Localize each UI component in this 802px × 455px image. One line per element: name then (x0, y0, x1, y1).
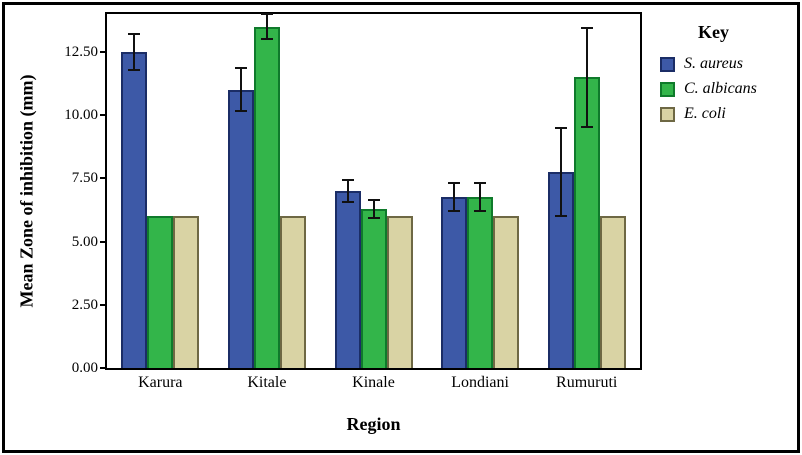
error-bar-cap (580, 125, 593, 128)
x-category-label: Rumuruti (556, 374, 618, 391)
legend: Key S. aureus C. albicans E. coli (660, 22, 798, 130)
y-tick-label: 12.50 (64, 43, 98, 60)
error-bar (239, 68, 242, 112)
legend-swatch (660, 56, 675, 72)
legend-swatch (660, 106, 675, 122)
y-tick-mark (100, 303, 107, 306)
bar (147, 216, 174, 368)
y-tick-mark (100, 114, 107, 117)
y-tick-label: 2.50 (71, 296, 98, 313)
error-bar-cap (341, 178, 354, 181)
legend-item-label: E. coli (684, 105, 726, 122)
y-tick-mark (100, 367, 107, 369)
error-bar-cap (367, 216, 380, 219)
legend-item: S. aureus (660, 55, 798, 73)
y-tick-label: 7.50 (71, 170, 98, 187)
bar (360, 208, 387, 368)
bar (467, 197, 494, 368)
error-bar (585, 27, 588, 127)
error-bar (346, 179, 349, 203)
legend-item-label: S. aureus (684, 55, 743, 72)
error-bar (559, 127, 562, 217)
x-axis-title: Region (346, 414, 401, 434)
bar (599, 216, 626, 368)
error-bar-cap (580, 26, 593, 29)
y-tick-label: 5.00 (71, 233, 98, 250)
legend-title: Key (698, 22, 729, 42)
bar (334, 191, 361, 368)
error-bar-cap (260, 13, 273, 15)
error-bar-cap (367, 198, 380, 201)
legend-item: C. albicans (660, 80, 798, 98)
bar (121, 51, 148, 368)
y-tick-label: 10.00 (64, 107, 98, 124)
error-bar-cap (128, 68, 141, 71)
x-category-label: Kitale (247, 374, 287, 391)
y-tick-mark (100, 50, 107, 53)
bar (386, 216, 413, 368)
error-bar (265, 14, 268, 40)
error-bar-cap (128, 33, 141, 36)
error-bar-cap (341, 201, 354, 204)
error-bar-cap (554, 126, 567, 129)
error-bar (133, 34, 136, 70)
legend-item-label: C. albicans (684, 80, 757, 97)
error-bar (372, 199, 375, 218)
error-bar-cap (234, 110, 247, 113)
bar (173, 216, 200, 368)
x-category-label: Kinale (352, 374, 395, 391)
plot-area (105, 12, 642, 370)
legend-swatch (660, 81, 675, 97)
error-bar-cap (448, 182, 461, 185)
bar (279, 216, 306, 368)
bar (441, 197, 468, 368)
x-category-label: Karura (138, 374, 183, 391)
y-tick-mark (100, 240, 107, 243)
bar (253, 26, 280, 368)
error-bar-cap (554, 215, 567, 218)
error-bar-cap (260, 38, 273, 41)
error-bar (479, 183, 482, 212)
error-bar-cap (448, 210, 461, 213)
bar (493, 216, 520, 368)
error-bar-cap (474, 210, 487, 213)
y-axis: 0.00 2.50 5.00 7.50 10.00 12.50 (0, 0, 107, 455)
error-bar-cap (474, 182, 487, 185)
y-tick-mark (100, 177, 107, 180)
error-bar (453, 183, 456, 212)
y-tick-label: 0.00 (71, 360, 98, 376)
legend-items: S. aureus C. albicans E. coli (660, 55, 798, 123)
error-bar-cap (234, 67, 247, 70)
legend-item: E. coli (660, 105, 798, 123)
x-category-label: Londiani (451, 374, 509, 391)
